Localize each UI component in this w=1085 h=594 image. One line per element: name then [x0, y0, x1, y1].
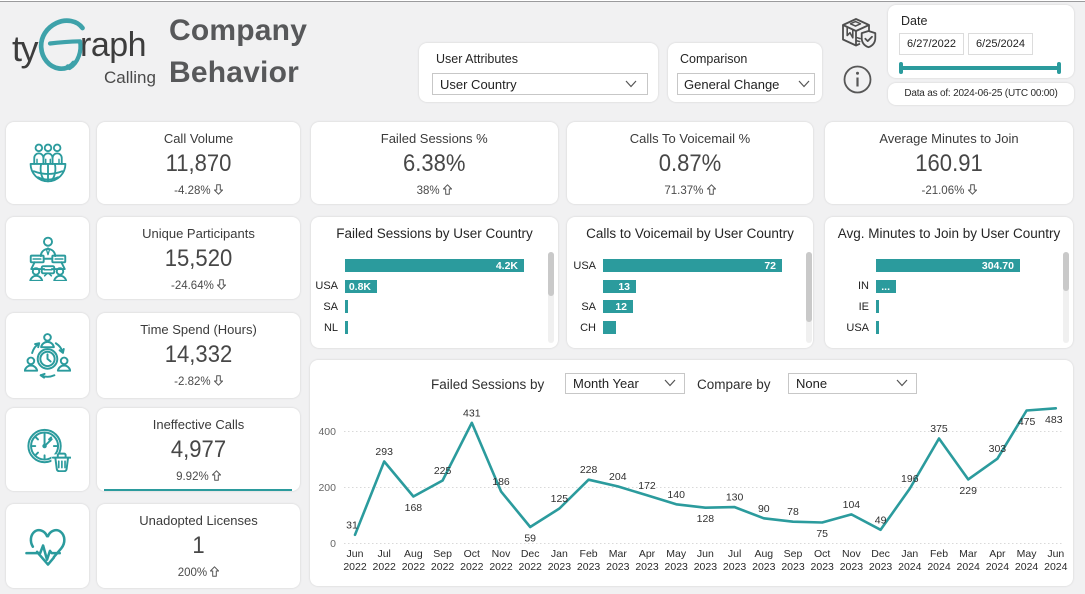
svg-text:2024: 2024 — [957, 561, 981, 573]
svg-text:2023: 2023 — [577, 561, 601, 573]
svg-text:Aug: Aug — [404, 548, 423, 560]
svg-text:Aug: Aug — [754, 548, 773, 560]
svg-text:204: 204 — [609, 471, 627, 483]
svg-text:2022: 2022 — [431, 561, 455, 573]
svg-text:172: 172 — [638, 480, 656, 492]
svg-text:229: 229 — [959, 485, 977, 497]
svg-text:Oct: Oct — [464, 548, 480, 560]
svg-text:78: 78 — [787, 506, 799, 518]
svg-text:2022: 2022 — [373, 561, 397, 573]
svg-text:2022: 2022 — [460, 561, 484, 573]
svg-text:2024: 2024 — [927, 561, 951, 573]
svg-text:Nov: Nov — [842, 548, 861, 560]
svg-text:125: 125 — [551, 493, 569, 505]
svg-text:2022: 2022 — [519, 561, 543, 573]
svg-text:Jul: Jul — [377, 548, 390, 560]
svg-text:Jan: Jan — [551, 548, 568, 560]
svg-text:2023: 2023 — [694, 561, 718, 573]
svg-text:Oct: Oct — [814, 548, 830, 560]
svg-text:2023: 2023 — [811, 561, 835, 573]
svg-text:May: May — [1017, 548, 1038, 560]
svg-text:2023: 2023 — [869, 561, 893, 573]
svg-text:225: 225 — [434, 465, 452, 477]
svg-text:Nov: Nov — [492, 548, 511, 560]
svg-text:Jan: Jan — [901, 548, 918, 560]
svg-text:2022: 2022 — [402, 561, 426, 573]
svg-text:431: 431 — [463, 407, 481, 419]
svg-text:483: 483 — [1045, 414, 1063, 426]
svg-text:Sep: Sep — [433, 548, 452, 560]
svg-text:Dec: Dec — [871, 548, 890, 560]
svg-text:Mar: Mar — [959, 548, 978, 560]
svg-text:400: 400 — [318, 426, 336, 438]
svg-text:31: 31 — [346, 519, 358, 531]
svg-text:Dec: Dec — [521, 548, 540, 560]
svg-text:293: 293 — [375, 446, 393, 458]
svg-text:168: 168 — [405, 502, 423, 514]
svg-text:2024: 2024 — [986, 561, 1010, 573]
svg-text:130: 130 — [726, 492, 744, 504]
svg-text:75: 75 — [816, 528, 828, 540]
svg-text:2023: 2023 — [840, 561, 864, 573]
svg-text:2024: 2024 — [898, 561, 922, 573]
svg-text:2023: 2023 — [723, 561, 747, 573]
svg-text:Feb: Feb — [930, 548, 948, 560]
svg-text:2023: 2023 — [665, 561, 689, 573]
svg-text:2023: 2023 — [781, 561, 805, 573]
svg-text:2022: 2022 — [489, 561, 513, 573]
svg-text:303: 303 — [989, 443, 1007, 455]
svg-text:104: 104 — [843, 499, 861, 511]
svg-text:Jun: Jun — [347, 548, 364, 560]
svg-text:375: 375 — [930, 423, 948, 435]
svg-text:475: 475 — [1018, 416, 1036, 428]
svg-text:128: 128 — [697, 513, 715, 525]
svg-text:Apr: Apr — [989, 548, 1006, 560]
svg-text:Feb: Feb — [580, 548, 598, 560]
svg-text:196: 196 — [901, 473, 919, 485]
svg-text:59: 59 — [524, 533, 536, 545]
svg-text:Apr: Apr — [639, 548, 656, 560]
svg-text:Jun: Jun — [1047, 548, 1064, 560]
svg-text:90: 90 — [758, 503, 770, 515]
svg-text:140: 140 — [667, 489, 685, 501]
svg-text:228: 228 — [580, 464, 598, 476]
svg-text:Jul: Jul — [728, 548, 741, 560]
svg-text:186: 186 — [492, 476, 510, 488]
svg-text:2023: 2023 — [606, 561, 630, 573]
svg-text:Jun: Jun — [697, 548, 714, 560]
svg-text:200: 200 — [318, 482, 336, 494]
svg-text:2023: 2023 — [548, 561, 572, 573]
svg-text:2024: 2024 — [1044, 561, 1068, 573]
svg-text:May: May — [666, 548, 687, 560]
svg-text:2023: 2023 — [635, 561, 659, 573]
svg-text:Mar: Mar — [609, 548, 628, 560]
svg-text:0: 0 — [330, 538, 336, 550]
svg-text:2024: 2024 — [1015, 561, 1039, 573]
svg-text:2022: 2022 — [343, 561, 367, 573]
svg-text:2023: 2023 — [752, 561, 776, 573]
svg-text:49: 49 — [875, 514, 887, 526]
svg-text:Sep: Sep — [784, 548, 803, 560]
